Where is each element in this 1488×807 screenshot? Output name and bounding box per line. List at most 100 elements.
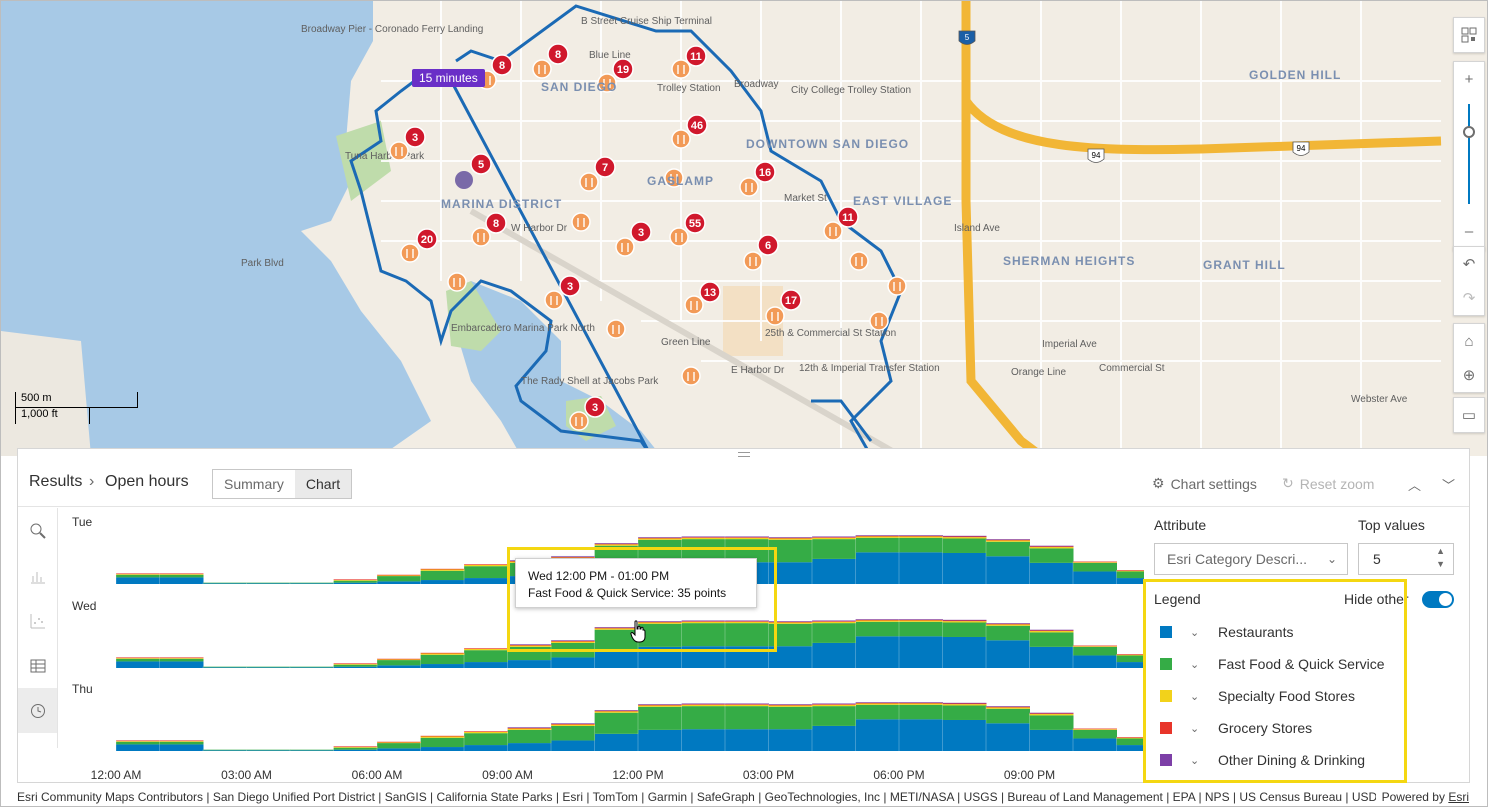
chart-bin-fast-food-quick-service[interactable] (899, 704, 943, 720)
chart-bin-restaurants[interactable] (986, 640, 1030, 668)
restaurant-poi-icon[interactable] (664, 168, 684, 188)
chart-bin-specialty-food-stores[interactable] (638, 622, 682, 624)
chart-bin-other-dining-drinking[interactable] (855, 702, 900, 703)
chart-bin-restaurants[interactable] (377, 581, 421, 584)
chart-bin-other-dining-drinking[interactable] (594, 627, 639, 628)
chart-bin-restaurants[interactable] (551, 657, 595, 668)
chart-bin-grocery-stores[interactable] (116, 657, 160, 659)
cluster-marker[interactable]: 6 (757, 234, 779, 256)
chart-bin-specialty-food-stores[interactable] (812, 704, 856, 707)
cluster-marker[interactable]: 8 (485, 212, 507, 234)
chart-bin-fast-food-quick-service[interactable] (725, 539, 769, 563)
chart-bin-specialty-food-stores[interactable] (1073, 562, 1117, 563)
chart-bin-specialty-food-stores[interactable] (551, 641, 595, 643)
chart-bin-other-dining-drinking[interactable] (551, 640, 595, 641)
chart-bin-fast-food-quick-service[interactable] (203, 749, 247, 751)
chart-bin-other-dining-drinking[interactable] (594, 710, 639, 711)
restaurant-poi-icon[interactable] (681, 366, 701, 386)
chart-bin-fast-food-quick-service[interactable] (1029, 715, 1074, 730)
chart-bin-other-dining-drinking[interactable] (942, 619, 987, 621)
chart-bin-grocery-stores[interactable] (899, 535, 943, 537)
chart-bin-other-dining-drinking[interactable] (638, 537, 682, 538)
chart-bin-restaurants[interactable] (377, 665, 421, 668)
cluster-marker[interactable]: 46 (686, 114, 708, 136)
chart-bin-other-dining-drinking[interactable] (725, 536, 769, 538)
chart-bin-grocery-stores[interactable] (986, 539, 1030, 541)
chart-bin-restaurants[interactable] (116, 744, 160, 751)
chart-bin-specialty-food-stores[interactable] (116, 658, 160, 659)
chart-bin-other-dining-drinking[interactable] (507, 727, 552, 728)
chart-bin-specialty-food-stores[interactable] (1029, 631, 1074, 633)
chart-bin-fast-food-quick-service[interactable] (812, 706, 856, 726)
chart-bin-grocery-stores[interactable] (116, 740, 160, 742)
chart-bin-grocery-stores[interactable] (638, 621, 682, 623)
chart-bin-specialty-food-stores[interactable] (638, 538, 682, 540)
cluster-marker[interactable]: 8 (491, 54, 513, 76)
chart-bin-grocery-stores[interactable] (899, 619, 943, 621)
chart-bin-specialty-food-stores[interactable] (681, 704, 726, 707)
basemap-gallery-button[interactable] (1453, 17, 1485, 53)
chart-bin-specialty-food-stores[interactable] (855, 620, 900, 622)
chart-bin-fast-food-quick-service[interactable] (203, 666, 247, 668)
chart-bin-restaurants[interactable] (1029, 646, 1074, 668)
chart-bin-grocery-stores[interactable] (942, 703, 987, 705)
chart-bin-grocery-stores[interactable] (551, 723, 595, 725)
chart-bin-restaurants[interactable] (420, 747, 465, 751)
chart-bin-fast-food-quick-service[interactable] (942, 705, 987, 720)
chart-bin-grocery-stores[interactable] (159, 573, 204, 575)
cluster-marker[interactable]: 11 (837, 206, 859, 228)
chart-bin-grocery-stores[interactable] (986, 623, 1030, 625)
chart-bin-grocery-stores[interactable] (464, 731, 508, 732)
restaurant-poi-icon[interactable] (571, 212, 591, 232)
chart-bin-fast-food-quick-service[interactable] (725, 706, 769, 730)
chart-bin-fast-food-quick-service[interactable] (899, 537, 943, 553)
chart-bin-specialty-food-stores[interactable] (420, 736, 465, 738)
chart-bin-restaurants[interactable] (986, 556, 1030, 584)
chart-bin-grocery-stores[interactable] (1029, 546, 1074, 548)
chart-bin-other-dining-drinking[interactable] (725, 703, 769, 705)
chart-bin-grocery-stores[interactable] (420, 568, 465, 570)
chart-bin-restaurants[interactable] (942, 552, 987, 584)
chart-bin-restaurants[interactable] (1029, 562, 1074, 584)
chart-bin-fast-food-quick-service[interactable] (1029, 632, 1074, 647)
chart-bin-specialty-food-stores[interactable] (1073, 646, 1117, 647)
chart-bin-grocery-stores[interactable] (1073, 645, 1117, 647)
chart-bin-fast-food-quick-service[interactable] (377, 660, 421, 666)
chart-bin-grocery-stores[interactable] (333, 579, 378, 581)
chart-bin-fast-food-quick-service[interactable] (159, 658, 204, 662)
chart-bin-grocery-stores[interactable] (464, 564, 508, 565)
chart-bin-fast-food-quick-service[interactable] (725, 623, 769, 647)
chart-bin-grocery-stores[interactable] (1116, 737, 1145, 738)
bar-chart-icon[interactable] (18, 553, 57, 598)
legend-item[interactable]: ⌄ Grocery Stores (1160, 718, 1312, 738)
chart-bin-grocery-stores[interactable] (377, 574, 421, 576)
chart-bin-other-dining-drinking[interactable] (725, 620, 769, 622)
undo-icon[interactable]: ↶ (1462, 256, 1476, 273)
chart-bin-specialty-food-stores[interactable] (725, 537, 769, 540)
cluster-marker[interactable]: 3 (404, 126, 426, 148)
chart-bin-grocery-stores[interactable] (725, 537, 769, 538)
restaurant-poi-icon[interactable] (606, 319, 626, 339)
chevron-down-icon[interactable]: ⌄ (1190, 658, 1200, 671)
tab-summary[interactable]: Summary (224, 476, 284, 492)
restaurant-poi-icon[interactable] (671, 59, 691, 79)
chart-bin-restaurants[interactable] (159, 577, 204, 584)
chart-bin-specialty-food-stores[interactable] (333, 580, 378, 581)
chart-bin-specialty-food-stores[interactable] (681, 621, 726, 624)
chart-bin-fast-food-quick-service[interactable] (333, 580, 378, 583)
chart-bin-grocery-stores[interactable] (420, 735, 465, 737)
chart-bin-grocery-stores[interactable] (594, 710, 639, 712)
chart-bin-grocery-stores[interactable] (681, 621, 726, 622)
restaurant-poi-icon[interactable] (669, 227, 689, 247)
chart-bin-specialty-food-stores[interactable] (420, 569, 465, 571)
chart-bin-fast-food-quick-service[interactable] (1116, 738, 1145, 746)
chart-bin-grocery-stores[interactable] (420, 652, 465, 654)
chart-bin-specialty-food-stores[interactable] (986, 624, 1030, 626)
chart-bin-fast-food-quick-service[interactable] (1029, 548, 1074, 563)
restaurant-poi-icon[interactable] (532, 59, 552, 79)
collapse-up-icon[interactable]: ︿ (1408, 478, 1422, 493)
chart-bin-other-dining-drinking[interactable] (899, 619, 943, 620)
monitor-icon[interactable]: ▭ (1461, 407, 1477, 424)
chart-bin-other-dining-drinking[interactable] (812, 536, 856, 538)
chart-bin-other-dining-drinking[interactable] (681, 536, 726, 538)
